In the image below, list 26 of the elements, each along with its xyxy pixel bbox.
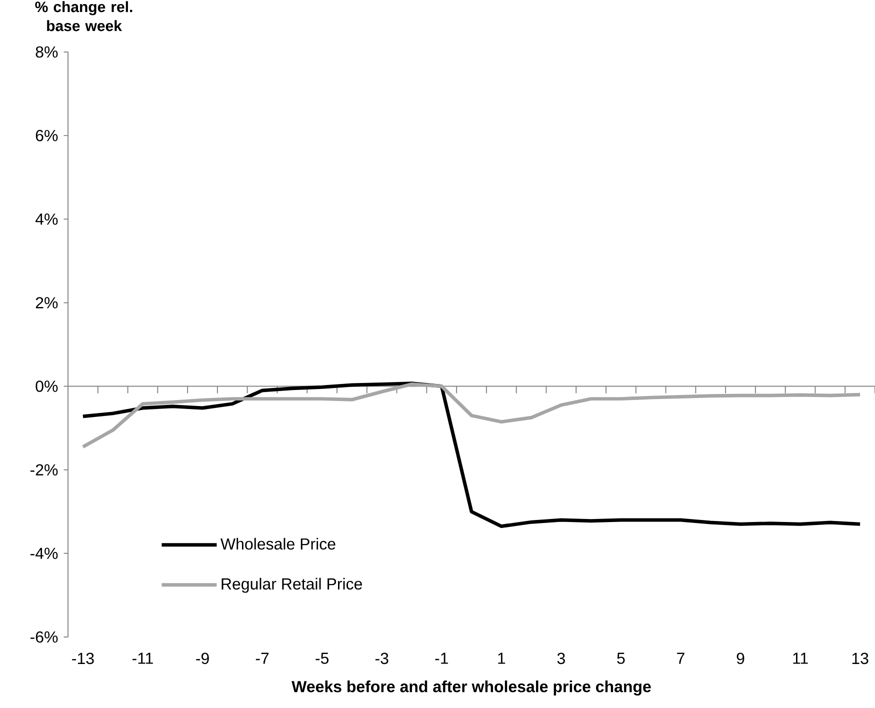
y-tick-label: 2% bbox=[36, 297, 58, 308]
x-tick-label: 13 bbox=[852, 652, 868, 664]
x-tick-label: -1 bbox=[435, 652, 448, 664]
legend-label: Regular Retail Price bbox=[222, 578, 362, 593]
y-axis-title: % change rel. base week bbox=[35, 1, 132, 32]
x-tick-label: 5 bbox=[617, 652, 625, 664]
x-tick-label: 3 bbox=[557, 652, 565, 664]
y-tick-label: -6% bbox=[30, 631, 58, 643]
x-tick-label: -9 bbox=[196, 652, 209, 664]
y-tick-label: 0% bbox=[36, 380, 58, 392]
y-tick-label: -4% bbox=[30, 548, 58, 560]
y-tick-label: 4% bbox=[35, 214, 58, 225]
x-tick-label: 1 bbox=[498, 652, 506, 664]
y-tick-label: 8% bbox=[36, 46, 58, 58]
x-tick-label: -7 bbox=[256, 652, 269, 664]
x-tick-label: -3 bbox=[375, 652, 388, 664]
x-tick-label: 11 bbox=[793, 652, 808, 664]
x-tick-label: 7 bbox=[677, 652, 684, 664]
x-tick-label: 9 bbox=[736, 652, 744, 664]
x-tick-label: -13 bbox=[72, 652, 94, 664]
x-tick-label: -5 bbox=[316, 652, 329, 664]
x-axis-title: Weeks before and after wholesale price change bbox=[292, 680, 651, 696]
legend-label: Wholesale Price bbox=[220, 538, 336, 550]
y-tick-label: 6% bbox=[36, 130, 58, 142]
y-tick-label: -2% bbox=[30, 464, 58, 476]
x-tick-label: -11 bbox=[132, 652, 153, 664]
